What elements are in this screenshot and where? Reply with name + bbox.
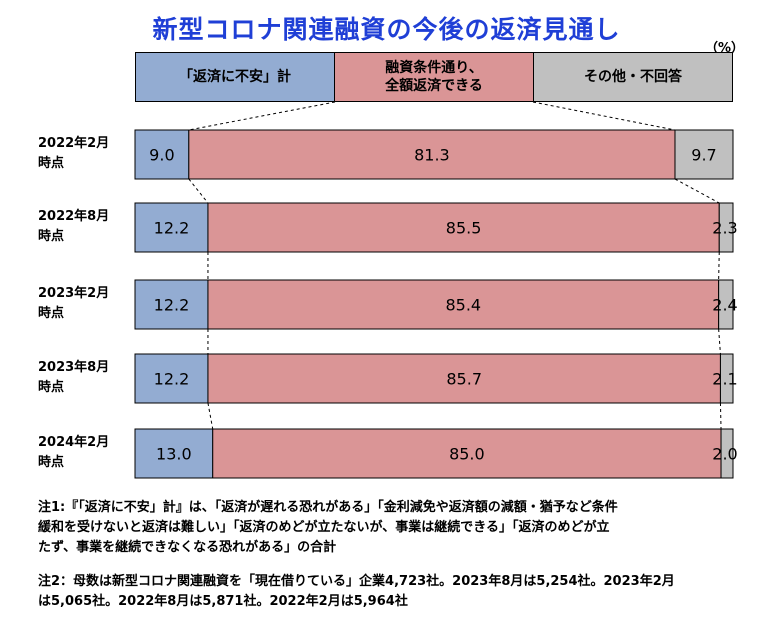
series-line (188, 101, 336, 131)
bar-segment-other (674, 129, 734, 180)
legend-label: 「返済に不安」計 (179, 69, 291, 85)
note-1: 注1:『「返済に不安」計』は、「返済が遅れる恐れがある」「金利減免や返済額の減額… (38, 498, 758, 558)
category-label-line: 2024年2月 (38, 435, 110, 450)
category-label: 2022年8月 時点 (38, 207, 109, 247)
category-label-line: 時点 (38, 455, 65, 470)
bar-segment-full-repayment (188, 129, 676, 180)
chart-title: 新型コロナ関連融資の今後の返済見通し (152, 15, 621, 44)
legend-other-no-answer: その他・不回答 (533, 52, 733, 102)
note-2-line-1: 注2：母数は新型コロナ関連融資を「現在借りている」企業4,723社。2023年8… (38, 574, 675, 589)
data-label: 2.1 (712, 370, 737, 389)
data-label: 85.4 (445, 296, 481, 315)
series-line (718, 328, 721, 355)
data-label: 2.3 (712, 219, 737, 238)
legend-returning-unsure: 「返済に不安」計 (135, 52, 335, 102)
series-line (719, 402, 722, 430)
data-label: 85.5 (446, 219, 482, 238)
category-label: 2023年2月 時点 (38, 284, 109, 324)
bar-segment-unsure (134, 129, 190, 180)
note-2-line-2: は5,065社。2022年8月は5,871社。2022年2月は5,964社 (38, 594, 408, 609)
category-label-line: 時点 (38, 156, 65, 171)
legend-label-line1: 融資条件通り、 (385, 60, 483, 76)
note-1-line-2: 緩和を受けないと返済は難しい」「返済のめどが立たないが、事業は継続できる」「返済… (38, 520, 610, 535)
bar-segment-full-repayment (207, 202, 720, 253)
series-line (207, 402, 214, 430)
series-line (718, 251, 720, 281)
category-label: 2023年8月 時点 (38, 358, 109, 398)
series-line (674, 178, 720, 204)
bar-segment-full-repayment (212, 428, 722, 479)
note-2: 注2：母数は新型コロナ関連融資を「現在借りている」企業4,723社。2023年8… (38, 572, 758, 612)
category-label-line: 時点 (38, 380, 65, 395)
category-label-line: 時点 (38, 229, 65, 244)
bar-segment-other (719, 353, 734, 404)
category-label-line: 2023年2月 (38, 286, 110, 301)
series-line (532, 101, 676, 131)
note-1-line-1: 注1:『「返済に不安」計』は、「返済が遅れる恐れがある」「金利減免や返済額の減額… (38, 500, 618, 515)
data-label: 2.4 (712, 296, 737, 315)
bar-segment-other (718, 279, 734, 330)
data-label: 2.0 (712, 445, 737, 464)
bar-segment-other (718, 202, 734, 253)
category-label: 2022年2月 時点 (38, 134, 109, 174)
data-label: 12.2 (154, 296, 190, 315)
data-label: 12.2 (154, 370, 190, 389)
category-label-line: 2022年2月 (38, 136, 110, 151)
category-label: 2024年2月 時点 (38, 433, 109, 473)
legend-label-line2: 全額返済できる (385, 78, 483, 94)
bar-segment-other (720, 428, 734, 479)
note-1-line-3: たず、事業を継続できなくなる恐れがある」の合計 (38, 540, 337, 555)
legend-full-repayment: 融資条件通り、 全額返済できる (334, 52, 534, 102)
category-label-line: 2022年8月 (38, 209, 110, 224)
legend-label: その他・不回答 (584, 69, 682, 85)
bar-segment-unsure (134, 353, 209, 404)
data-label: 9.0 (149, 146, 174, 165)
data-label: 85.0 (449, 445, 485, 464)
category-label-line: 時点 (38, 306, 65, 321)
series-line (188, 178, 209, 204)
bar-segment-unsure (134, 428, 214, 479)
bar-segment-full-repayment (207, 279, 720, 330)
data-label: 13.0 (156, 445, 192, 464)
bar-segment-unsure (134, 279, 209, 330)
data-label: 12.2 (154, 219, 190, 238)
data-label: 85.7 (446, 370, 482, 389)
data-label: 81.3 (414, 146, 450, 165)
data-label: 9.7 (691, 146, 716, 165)
category-label-line: 2023年8月 (38, 360, 110, 375)
